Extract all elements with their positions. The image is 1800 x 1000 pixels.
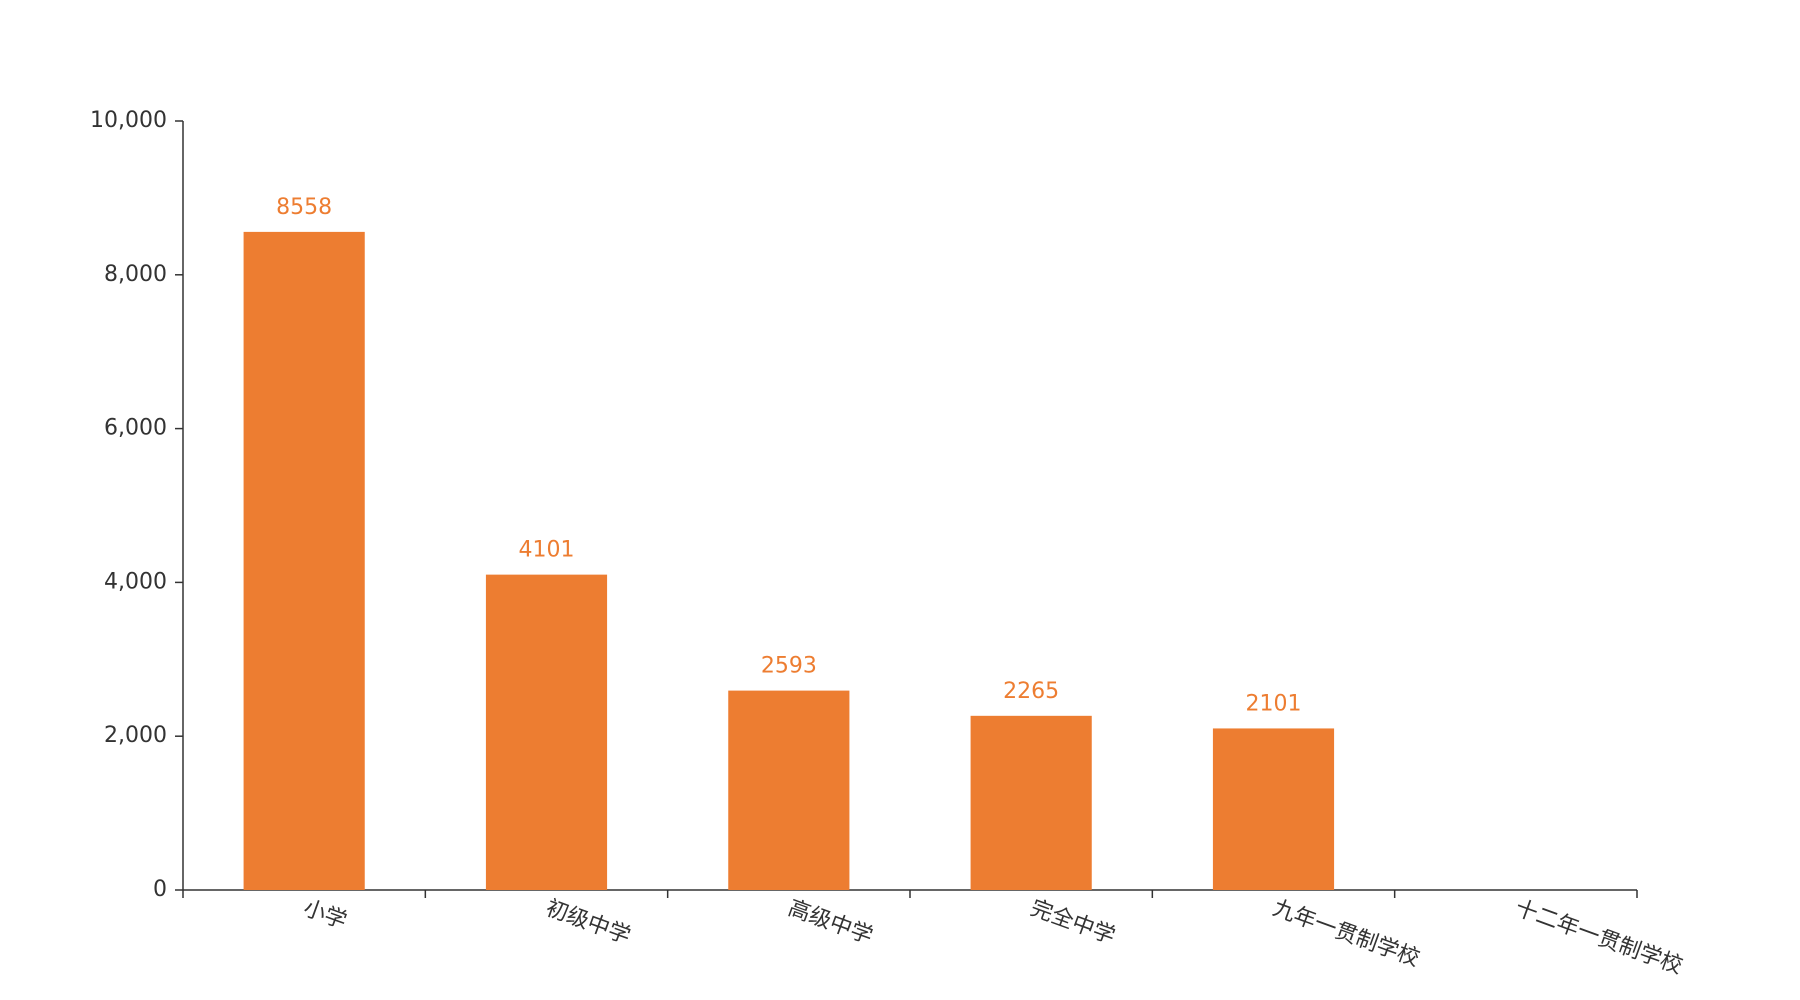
- data-label: 2593: [761, 654, 817, 679]
- y-tick-label: 2,000: [104, 723, 167, 748]
- x-tick-label: 高级中学: [785, 896, 876, 950]
- data-label: 2265: [1003, 679, 1059, 704]
- bar: [970, 715, 1092, 890]
- x-tick-label: 初级中学: [542, 896, 633, 950]
- data-label: 8558: [276, 195, 332, 220]
- bar: [728, 690, 850, 890]
- x-tick-label: 小学: [300, 896, 350, 935]
- bar: [243, 231, 365, 891]
- data-label: 2101: [1246, 691, 1302, 716]
- bar: [485, 574, 608, 890]
- x-tick-label: 完全中学: [1027, 896, 1118, 950]
- x-tick-label: 十二年一贯制学校: [1512, 896, 1686, 980]
- y-tick-label: 8,000: [104, 262, 167, 287]
- y-tick-label: 4,000: [104, 569, 167, 594]
- y-tick-label: 6,000: [104, 416, 167, 441]
- bar: [1212, 728, 1335, 890]
- y-tick-label: 10,000: [90, 108, 167, 133]
- data-label: 4101: [519, 538, 575, 563]
- x-tick-label: 九年一贯制学校: [1269, 896, 1422, 972]
- y-tick-label: 0: [153, 877, 167, 902]
